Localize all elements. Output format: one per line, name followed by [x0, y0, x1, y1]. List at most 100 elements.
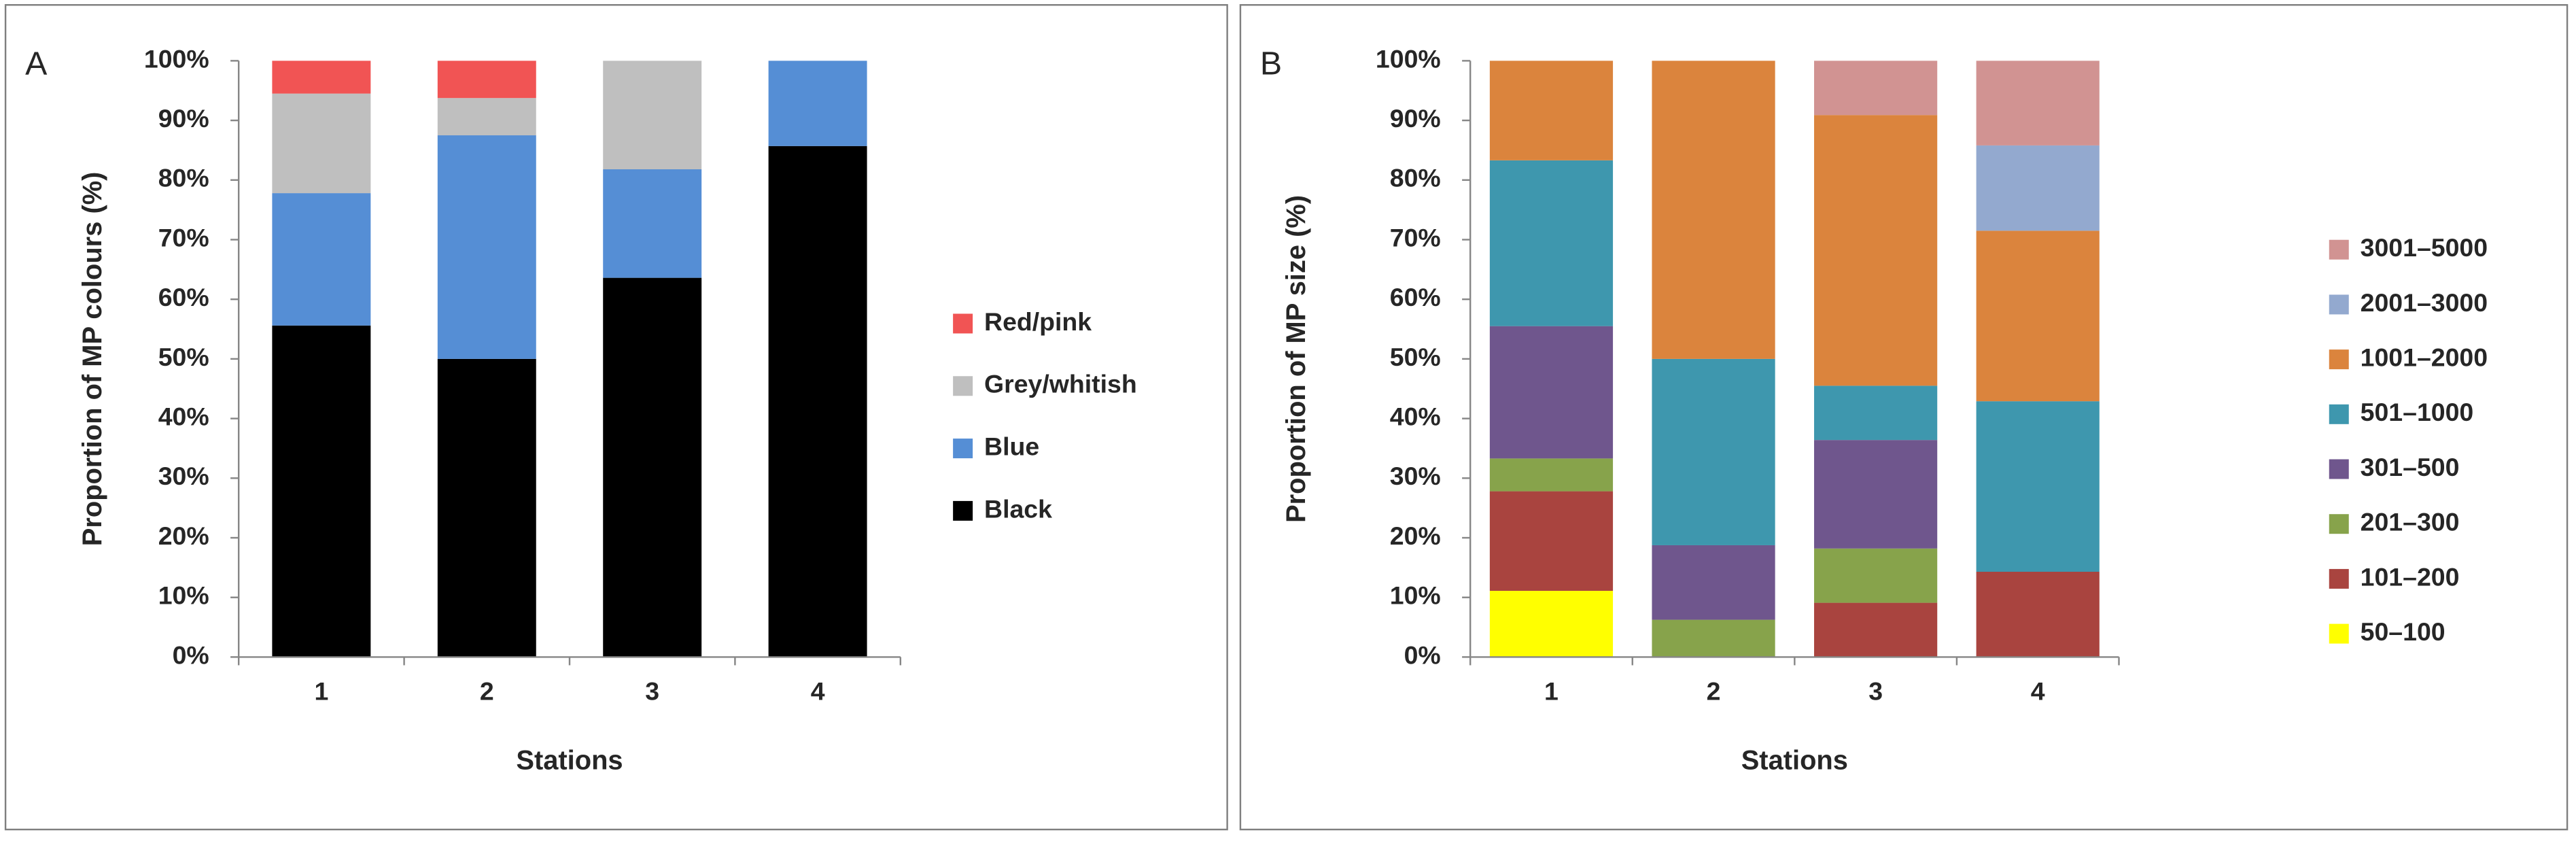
- bar-segment: [272, 93, 371, 194]
- legend-swatch: [2329, 239, 2349, 260]
- y-tick-label: 40%: [1390, 402, 1441, 430]
- bar-segment: [1976, 61, 2100, 145]
- x-tick-label: 1: [314, 676, 328, 705]
- bar-segment: [437, 358, 536, 657]
- x-tick-label: 2: [480, 676, 494, 705]
- y-tick-label: 90%: [1390, 104, 1441, 133]
- legend-label: 50–100: [2361, 617, 2446, 646]
- x-tick-label: 3: [1868, 676, 1883, 705]
- y-tick-label: 60%: [158, 283, 209, 311]
- y-tick-label: 50%: [1390, 343, 1441, 371]
- y-tick-label: 30%: [158, 462, 209, 490]
- legend-label: 201–300: [2361, 508, 2460, 536]
- legend-swatch: [2329, 404, 2349, 424]
- bar-segment: [437, 135, 536, 359]
- panel-label: B: [1260, 45, 1282, 82]
- x-axis-title: Stations: [516, 746, 623, 776]
- panel-border: [1239, 4, 2569, 831]
- bar-segment: [1976, 145, 2100, 231]
- y-tick-label: 100%: [1376, 44, 1441, 73]
- y-axis-title: Proportion of MP size (%): [1281, 195, 1311, 523]
- bar-segment: [1652, 61, 1775, 359]
- bar-segment: [1814, 602, 1938, 657]
- x-tick-label: 4: [811, 676, 825, 705]
- y-tick-label: 90%: [158, 104, 209, 133]
- legend-label: Grey/whitish: [984, 370, 1137, 398]
- bar-segment: [437, 61, 536, 99]
- y-tick-label: 0%: [1404, 640, 1441, 669]
- legend-swatch: [953, 313, 973, 334]
- y-tick-label: 80%: [1390, 164, 1441, 192]
- bar-segment: [1976, 401, 2100, 572]
- legend-label: 3001–5000: [2361, 233, 2488, 262]
- legend-label: Black: [984, 494, 1052, 523]
- bar-segment: [603, 169, 702, 278]
- legend-swatch: [2329, 294, 2349, 315]
- legend-label: 501–1000: [2361, 398, 2474, 426]
- bar-segment: [1814, 61, 1938, 116]
- bar-segment: [272, 61, 371, 94]
- y-tick-label: 20%: [158, 521, 209, 550]
- legend-label: 2001–3000: [2361, 288, 2488, 317]
- legend-swatch: [2329, 623, 2349, 644]
- legend-label: Blue: [984, 432, 1039, 460]
- y-tick-label: 70%: [1390, 223, 1441, 252]
- chart-panel: B1 2 3 40%10%20%30%40%50%60%70%80%90%100%St…: [1239, 4, 2569, 831]
- legend-label: Red/pink: [984, 307, 1092, 336]
- y-tick-label: 10%: [1390, 581, 1441, 610]
- bar-segment: [1814, 440, 1938, 549]
- x-tick-label: 3: [645, 676, 659, 705]
- bar-segment: [1489, 326, 1614, 459]
- legend-swatch: [2329, 459, 2349, 479]
- bar-segment: [768, 145, 867, 657]
- bar-segment: [603, 61, 702, 170]
- legend-label: 1001–2000: [2361, 343, 2488, 372]
- x-axis-title: Stations: [1741, 746, 1848, 776]
- y-tick-label: 60%: [1390, 283, 1441, 311]
- bar-segment: [272, 325, 371, 657]
- y-tick-label: 10%: [158, 581, 209, 610]
- legend-label: 301–500: [2361, 453, 2460, 481]
- y-tick-label: 70%: [158, 223, 209, 252]
- legend-swatch: [2329, 349, 2349, 370]
- x-tick-label: 1: [1544, 676, 1559, 705]
- y-tick-label: 0%: [173, 640, 209, 669]
- bar-segment: [768, 61, 867, 146]
- chart-panel: A1 2 3 40%10%20%30%40%50%60%70%80%90%100%St…: [4, 4, 1228, 831]
- bar-segment: [1489, 61, 1614, 160]
- y-tick-label: 40%: [158, 402, 209, 430]
- bar-segment: [1489, 160, 1614, 326]
- legend-swatch: [953, 439, 973, 459]
- bar-segment: [1976, 571, 2100, 657]
- bar-segment: [1652, 619, 1775, 657]
- panel-border: [4, 4, 1228, 831]
- y-tick-label: 50%: [158, 343, 209, 371]
- bar-segment: [1814, 548, 1938, 603]
- x-tick-label: 2: [1707, 676, 1721, 705]
- y-tick-label: 80%: [158, 164, 209, 192]
- y-tick-label: 20%: [1390, 521, 1441, 550]
- y-tick-label: 100%: [144, 44, 209, 73]
- y-axis-title: Proportion of MP colours (%): [77, 172, 107, 547]
- bar-segment: [1489, 458, 1614, 492]
- panel-label: A: [25, 45, 48, 82]
- bar-segment: [272, 193, 371, 326]
- y-tick-label: 30%: [1390, 462, 1441, 490]
- bar-segment: [603, 277, 702, 657]
- bar-segment: [437, 98, 536, 136]
- bar-segment: [1976, 230, 2100, 402]
- bar-segment: [1652, 358, 1775, 545]
- bar-segment: [1489, 591, 1614, 657]
- legend-swatch: [2329, 514, 2349, 534]
- bar-segment: [1814, 115, 1938, 386]
- bar-segment: [1652, 545, 1775, 620]
- bar-segment: [1814, 385, 1938, 441]
- bar-segment: [1489, 491, 1614, 591]
- legend-swatch: [2329, 568, 2349, 589]
- legend-swatch: [953, 500, 973, 521]
- x-tick-label: 4: [2031, 676, 2045, 705]
- legend-label: 101–200: [2361, 562, 2460, 591]
- legend-swatch: [953, 376, 973, 396]
